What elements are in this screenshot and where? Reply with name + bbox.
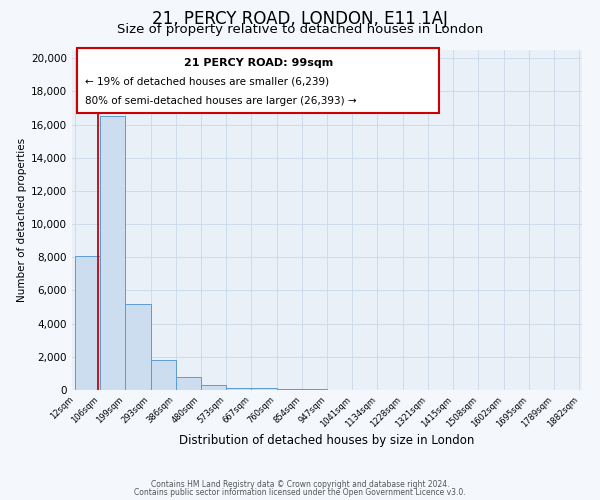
Bar: [74, 256, 100, 390]
Text: Contains public sector information licensed under the Open Government Licence v3: Contains public sector information licen…: [134, 488, 466, 497]
Bar: [251, 388, 277, 390]
Bar: [125, 304, 151, 390]
Text: 21 PERCY ROAD: 99sqm: 21 PERCY ROAD: 99sqm: [184, 58, 333, 68]
X-axis label: Distribution of detached houses by size in London: Distribution of detached houses by size …: [179, 434, 475, 448]
Bar: [201, 385, 226, 390]
Bar: [302, 389, 327, 390]
Bar: [176, 376, 201, 390]
Text: Size of property relative to detached houses in London: Size of property relative to detached ho…: [117, 22, 483, 36]
Bar: [277, 388, 302, 390]
Bar: [100, 116, 125, 390]
Text: 80% of semi-detached houses are larger (26,393) →: 80% of semi-detached houses are larger (…: [85, 96, 356, 106]
Y-axis label: Number of detached properties: Number of detached properties: [17, 138, 27, 302]
Bar: [151, 360, 176, 390]
Bar: [226, 388, 251, 390]
Text: Contains HM Land Registry data © Crown copyright and database right 2024.: Contains HM Land Registry data © Crown c…: [151, 480, 449, 489]
Text: 21, PERCY ROAD, LONDON, E11 1AJ: 21, PERCY ROAD, LONDON, E11 1AJ: [152, 10, 448, 28]
Bar: [77, 48, 439, 113]
Text: ← 19% of detached houses are smaller (6,239): ← 19% of detached houses are smaller (6,…: [85, 77, 329, 87]
